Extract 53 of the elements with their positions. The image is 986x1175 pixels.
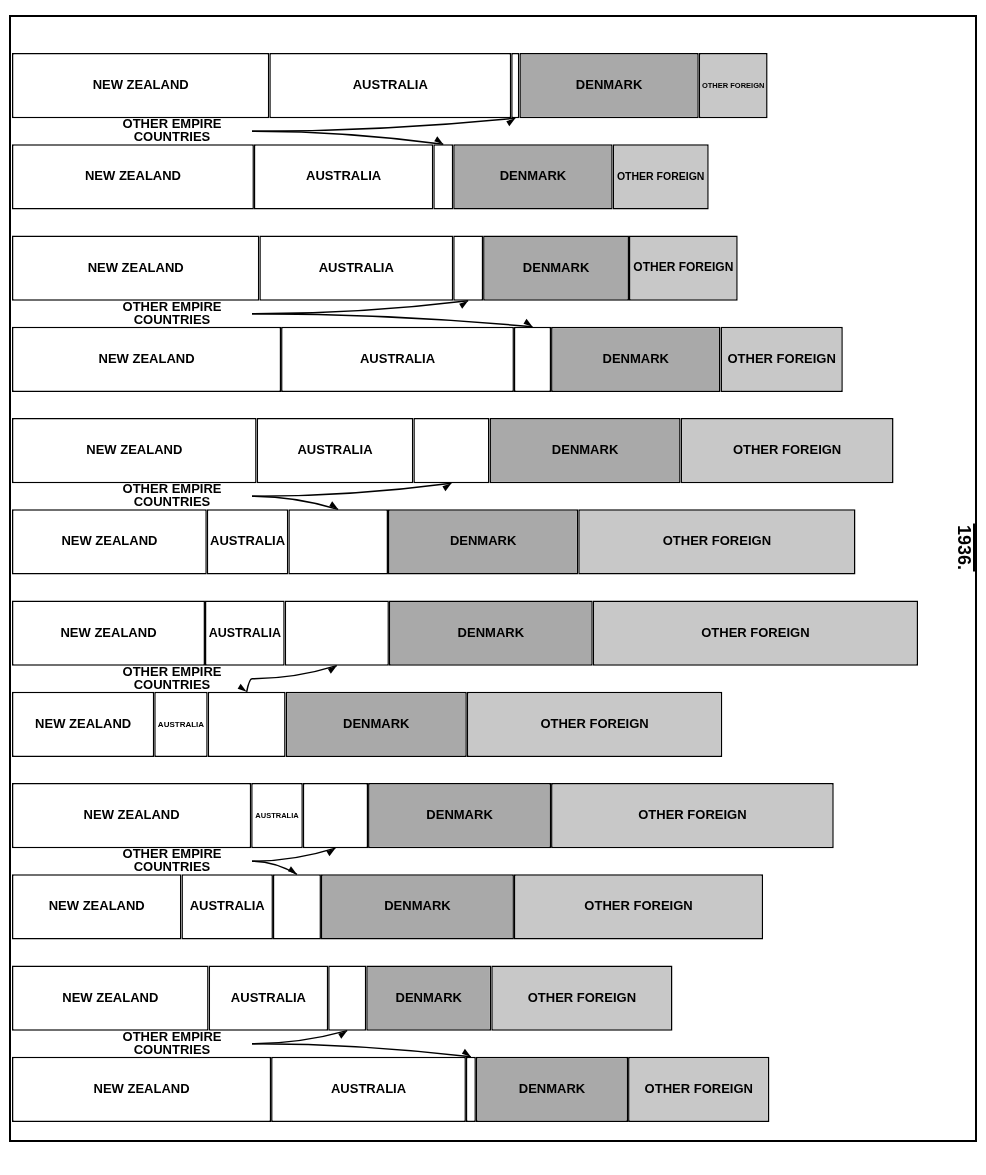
text: DENMARK [342, 715, 410, 731]
text: OTHER FOREIGN [527, 989, 637, 1005]
annotation: OTHER EMPIRE COUNTRIES [122, 116, 222, 145]
series-label: NEW ZEALAND [35, 715, 132, 731]
text: NEW ZEALAND [84, 168, 181, 184]
text: OTHER FOREIGN [633, 260, 734, 275]
text: DENMARK [518, 1080, 586, 1096]
text: DENMARK [602, 350, 670, 366]
text: OTHER FOREIGN [540, 715, 649, 731]
series-label: DENMARK [499, 168, 567, 184]
annotation: OTHER EMPIRE COUNTRIES [122, 663, 222, 692]
text: NEW ZEALAND [86, 442, 183, 458]
text: DENMARK [457, 624, 525, 640]
text: OTHER FOREIGN [732, 442, 842, 458]
text: AUSTRALIA [297, 442, 373, 458]
annotation: OTHER EMPIRE COUNTRIES [122, 481, 222, 510]
text: AUSTRALIA [318, 259, 394, 275]
text: NEW ZEALAND [87, 259, 184, 275]
series-label: AUSTRALIA [210, 533, 286, 549]
text: AUSTRALIA [330, 1080, 407, 1096]
text: DENMARK [426, 807, 493, 823]
text: NEW ZEALAND [61, 533, 158, 549]
text: AUSTRALIA [208, 625, 281, 640]
text: OTHER FOREIGN [727, 350, 836, 366]
text: OTHER FOREIGN [701, 624, 810, 640]
annotation: OTHER EMPIRE COUNTRIES [122, 846, 222, 875]
text: DENMARK [449, 533, 517, 549]
text: NEW ZEALAND [98, 350, 195, 366]
text: DENMARK [384, 898, 451, 914]
text: AUSTRALIA [359, 350, 436, 366]
text: NEW ZEALAND [48, 898, 145, 914]
text: NEW ZEALAND [60, 624, 157, 640]
text: DENMARK [575, 77, 643, 93]
text: 1936. [954, 524, 975, 571]
text: DENMARK [551, 442, 619, 458]
text: AUSTRALIA [352, 77, 428, 93]
text: AUSTRALIA [157, 719, 205, 729]
text: OTHER FOREIGN [584, 898, 693, 914]
text: AUSTRALIA [189, 898, 265, 914]
text: NEW ZEALAND [93, 1080, 190, 1096]
annotation: OTHER EMPIRE COUNTRIES [122, 298, 222, 327]
text: AUSTRALIA [306, 168, 382, 184]
text: NEW ZEALAND [62, 989, 159, 1005]
text: NEW ZEALAND [92, 77, 189, 93]
text: OTHER FOREIGN [638, 807, 747, 823]
text: OTHER FOREIGN [616, 169, 705, 182]
text: OTHER FOREIGN [644, 1080, 753, 1096]
text: AUSTRALIA [230, 989, 306, 1005]
text: DENMARK [395, 989, 462, 1005]
text: NEW ZEALAND [83, 807, 180, 823]
text: DENMARK [522, 259, 590, 275]
text: OTHER FOREIGN [662, 533, 772, 549]
annotation: OTHER EMPIRE COUNTRIES [122, 1028, 222, 1057]
